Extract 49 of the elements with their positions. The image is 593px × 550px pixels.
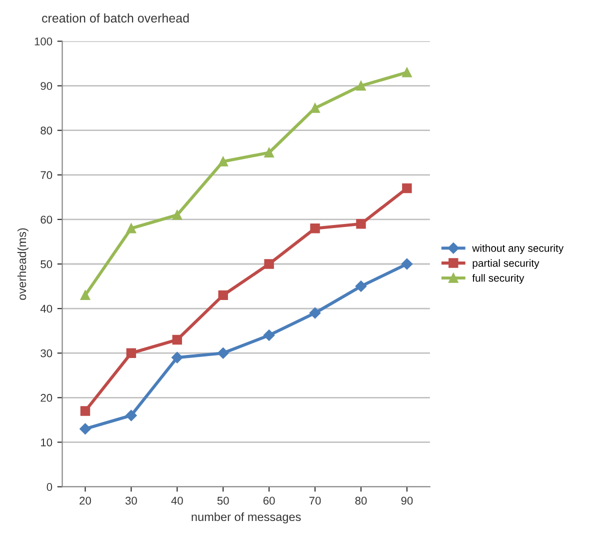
point (172, 352, 183, 364)
point (356, 80, 366, 91)
point (80, 290, 90, 300)
y-tick-label: 90 (40, 82, 52, 90)
point (264, 259, 274, 269)
point (355, 280, 367, 292)
point (126, 410, 137, 422)
point (218, 290, 228, 300)
y-tick-label: 60 (40, 216, 52, 224)
point (80, 406, 90, 416)
point (218, 347, 229, 359)
x-tick-label: 30 (125, 496, 137, 505)
x-tick-label: 50 (217, 496, 229, 505)
y-tick-label: 20 (40, 394, 52, 402)
x-tick-label: 80 (355, 496, 367, 505)
point (218, 156, 228, 166)
point (310, 103, 320, 113)
point (126, 224, 136, 234)
point (401, 258, 413, 270)
point (172, 334, 182, 345)
y-axis-title: overhead(ms) (17, 228, 28, 300)
y-tick-label: 80 (40, 126, 52, 134)
x-tick-label: 40 (171, 496, 183, 505)
x-tick-label: 60 (263, 496, 275, 505)
point (126, 348, 136, 358)
y-tick-label: 40 (40, 304, 52, 313)
y-tick-label: 10 (41, 438, 52, 446)
point (263, 330, 275, 341)
y-tick-label: 70 (40, 171, 52, 180)
point (264, 148, 274, 158)
point (402, 183, 412, 194)
point (172, 210, 182, 220)
point (402, 68, 412, 78)
x-tick-label: 90 (401, 496, 413, 505)
legend-label: partial security (472, 259, 540, 269)
x-tick-label: 70 (309, 496, 321, 505)
point (310, 224, 320, 234)
y-tick-label: 30 (40, 349, 52, 358)
point (309, 307, 321, 319)
x-axis-title: number of messages (192, 512, 301, 524)
legend-label: without any security (472, 244, 564, 254)
point (356, 219, 366, 229)
chart-title: creation of batch overhead (42, 13, 189, 23)
y-tick-label: 50 (40, 260, 52, 268)
y-tick-label: 100 (34, 38, 52, 46)
point (80, 423, 91, 434)
x-tick-label: 20 (80, 496, 91, 505)
legend-label: full security (472, 274, 524, 284)
y-tick-label: 0 (46, 483, 52, 491)
